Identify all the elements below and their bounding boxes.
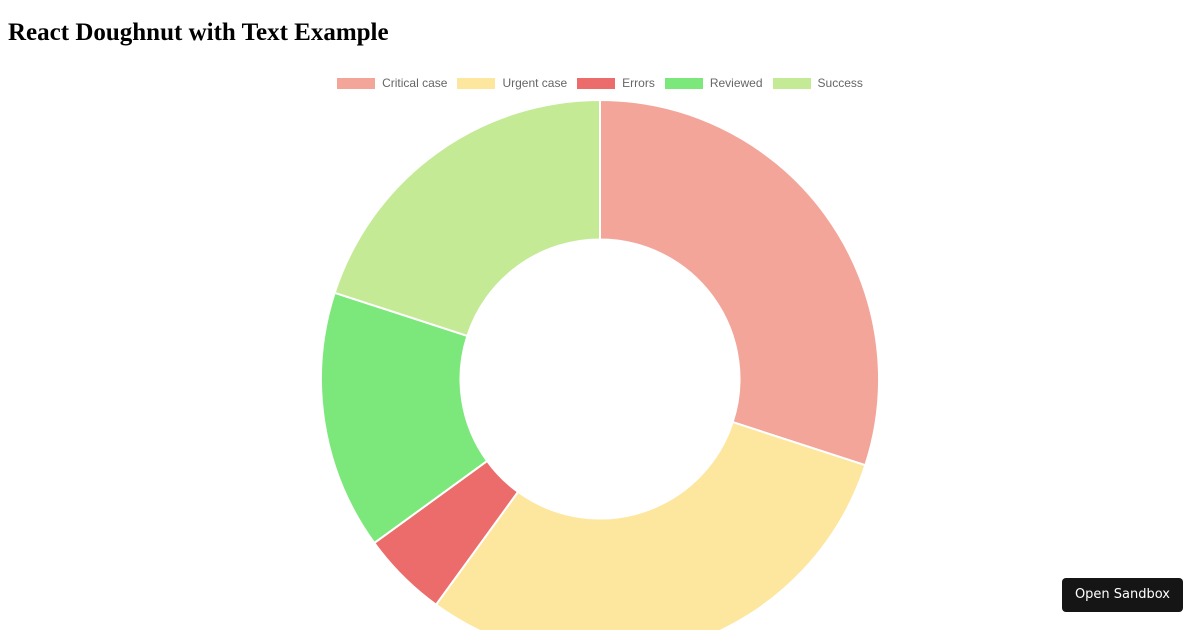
legend-label: Urgent case [502, 76, 568, 90]
doughnut-slice-success[interactable] [333, 98, 601, 338]
legend-item-errors[interactable]: Errors [577, 76, 655, 90]
doughnut-slice-urgent-case[interactable] [434, 420, 867, 630]
legend-label: Errors [622, 76, 655, 90]
legend-label: Critical case [382, 76, 448, 90]
legend-swatch [577, 77, 616, 89]
legend-label: Success [817, 76, 863, 90]
chart-legend: Critical case Urgent case Errors Reviewed Su… [0, 75, 1200, 91]
legend-item-reviewed[interactable]: Reviewed [664, 76, 763, 90]
legend-swatch [457, 77, 496, 89]
legend-item-urgent-case[interactable]: Urgent case [457, 76, 567, 90]
doughnut-slice-reviewed[interactable] [320, 291, 489, 545]
doughnut-slice-critical-case[interactable] [599, 98, 880, 467]
page-title: React Doughnut with Text Example [8, 19, 389, 46]
legend-swatch [664, 77, 703, 89]
legend-swatch [337, 77, 376, 89]
legend-item-success[interactable]: Success [772, 76, 863, 90]
open-sandbox-button[interactable]: Open Sandbox [1061, 578, 1183, 612]
legend-label: Reviewed [709, 76, 763, 90]
legend-swatch [772, 77, 811, 89]
legend-item-critical-case[interactable]: Critical case [337, 76, 447, 90]
